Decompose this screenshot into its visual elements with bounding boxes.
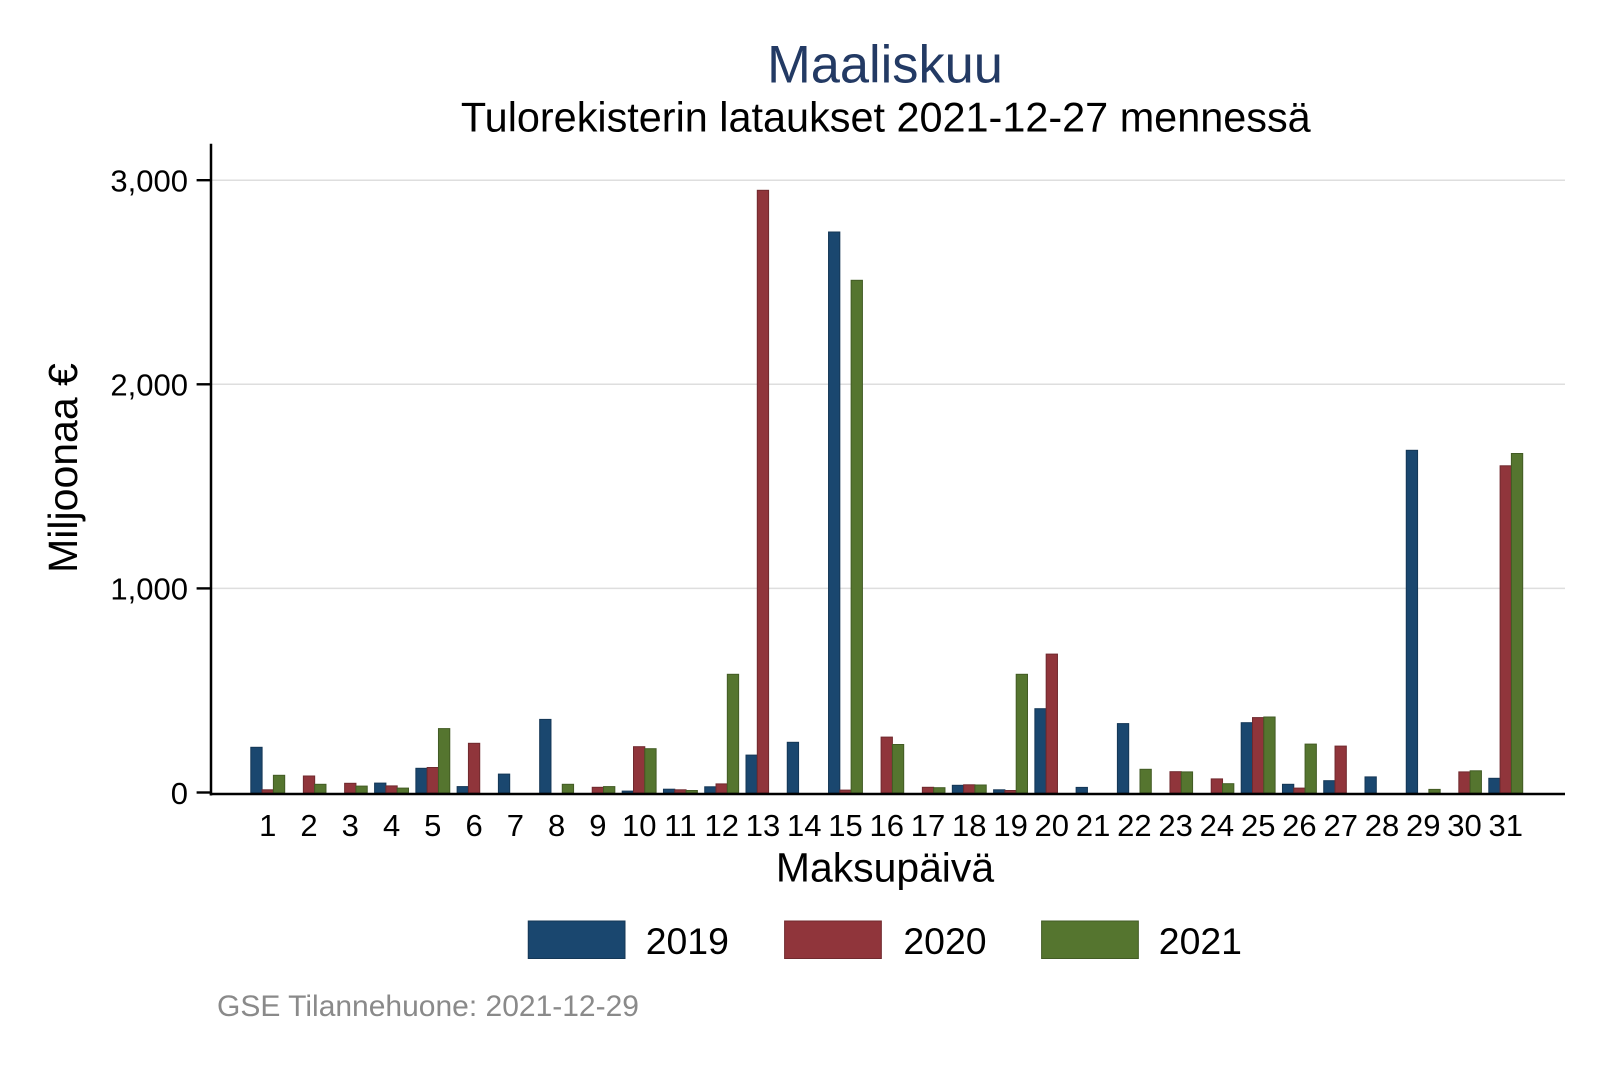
svg-text:18: 18	[952, 808, 986, 843]
svg-text:16: 16	[870, 808, 904, 843]
svg-text:2021: 2021	[1159, 920, 1242, 962]
svg-text:2,000: 2,000	[110, 368, 188, 403]
svg-text:10: 10	[622, 808, 656, 843]
svg-text:Tulorekisterin lataukset 2021-: Tulorekisterin lataukset 2021-12-27 menn…	[461, 94, 1312, 140]
svg-text:0: 0	[171, 776, 188, 811]
svg-text:7: 7	[507, 808, 524, 843]
svg-text:13: 13	[746, 808, 780, 843]
svg-text:11: 11	[664, 808, 696, 843]
svg-text:20: 20	[1035, 808, 1069, 843]
svg-text:23: 23	[1158, 808, 1192, 843]
svg-text:1: 1	[259, 808, 276, 843]
svg-text:5: 5	[424, 808, 441, 843]
svg-text:31: 31	[1489, 808, 1523, 843]
svg-text:3,000: 3,000	[110, 164, 188, 199]
svg-text:14: 14	[787, 808, 821, 843]
svg-text:29: 29	[1406, 808, 1440, 843]
svg-text:19: 19	[993, 808, 1027, 843]
svg-text:22: 22	[1117, 808, 1151, 843]
svg-text:15: 15	[828, 808, 862, 843]
svg-text:3: 3	[342, 808, 359, 843]
svg-text:12: 12	[704, 808, 738, 843]
svg-text:26: 26	[1282, 808, 1316, 843]
svg-text:25: 25	[1241, 808, 1275, 843]
svg-text:28: 28	[1365, 808, 1399, 843]
svg-text:30: 30	[1447, 808, 1481, 843]
svg-text:Maaliskuu: Maaliskuu	[767, 36, 1003, 94]
svg-text:8: 8	[548, 808, 565, 843]
svg-text:2019: 2019	[646, 920, 729, 962]
svg-text:Maksupäivä: Maksupäivä	[776, 844, 994, 890]
svg-text:Miljoonaa €: Miljoonaa €	[40, 363, 86, 573]
svg-text:4: 4	[383, 808, 400, 843]
svg-text:21: 21	[1076, 808, 1110, 843]
svg-text:27: 27	[1323, 808, 1357, 843]
svg-text:1,000: 1,000	[110, 572, 188, 607]
svg-text:9: 9	[589, 808, 606, 843]
svg-text:GSE Tilannehuone: 2021-12-29: GSE Tilannehuone: 2021-12-29	[217, 990, 639, 1023]
svg-text:2: 2	[300, 808, 317, 843]
svg-text:24: 24	[1200, 808, 1234, 843]
svg-text:6: 6	[465, 808, 482, 843]
svg-text:2020: 2020	[903, 920, 986, 962]
svg-text:17: 17	[911, 808, 945, 843]
